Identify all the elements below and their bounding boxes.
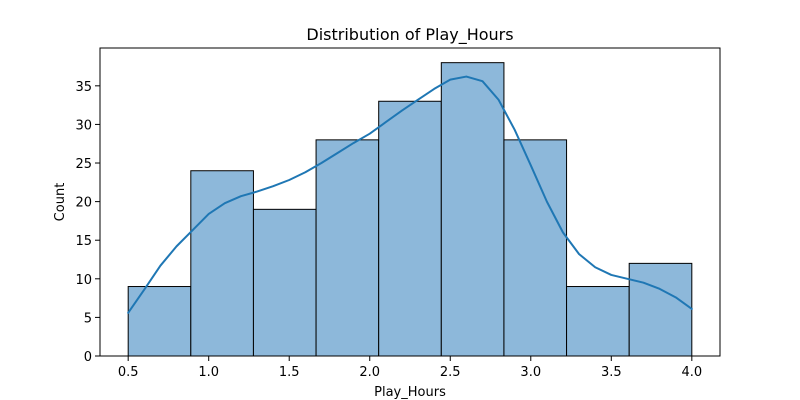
histogram-bar: [315, 139, 380, 357]
x-tick-label: 3.5: [601, 365, 622, 380]
x-tick-label: 1.0: [198, 365, 219, 380]
y-tick-label: 25: [75, 157, 92, 172]
x-tick-label: 2.0: [359, 365, 380, 380]
x-tick-label: 4.0: [681, 365, 702, 380]
histogram-bar: [252, 208, 317, 357]
x-tick-label: 3.0: [520, 365, 541, 380]
y-tick-label: 35: [75, 80, 92, 95]
y-tick-label: 0: [84, 350, 92, 365]
histogram-bar: [440, 62, 505, 357]
histogram-bar: [127, 286, 192, 357]
histogram-bar: [628, 262, 693, 357]
x-tick-label: 0.5: [118, 365, 139, 380]
x-axis-ticks: 0.5 1.0 1.5 2.0 2.5 3.0 3.5 4.0: [118, 356, 702, 380]
x-tick-label: 1.5: [279, 365, 300, 380]
x-tick-label: 2.5: [440, 365, 461, 380]
histogram-bar: [378, 100, 442, 357]
y-axis-ticks: 0 5 10 15 20 25 30 35: [75, 80, 100, 365]
chart-title: Distribution of Play_Hours: [306, 25, 513, 45]
y-tick-label: 20: [75, 196, 92, 211]
y-axis-label: Count: [53, 183, 68, 222]
x-axis-label: Play_Hours: [374, 385, 446, 400]
kde-group: [127, 75, 693, 314]
bars-group: [127, 62, 693, 357]
histogram-bar: [190, 170, 254, 357]
y-tick-label: 10: [75, 273, 92, 288]
y-tick-label: 5: [84, 311, 92, 326]
histogram-bar: [566, 286, 630, 357]
kde-line: [127, 75, 693, 314]
y-tick-label: 15: [75, 234, 92, 249]
histogram-bar: [503, 139, 568, 357]
y-tick-label: 30: [75, 118, 92, 133]
